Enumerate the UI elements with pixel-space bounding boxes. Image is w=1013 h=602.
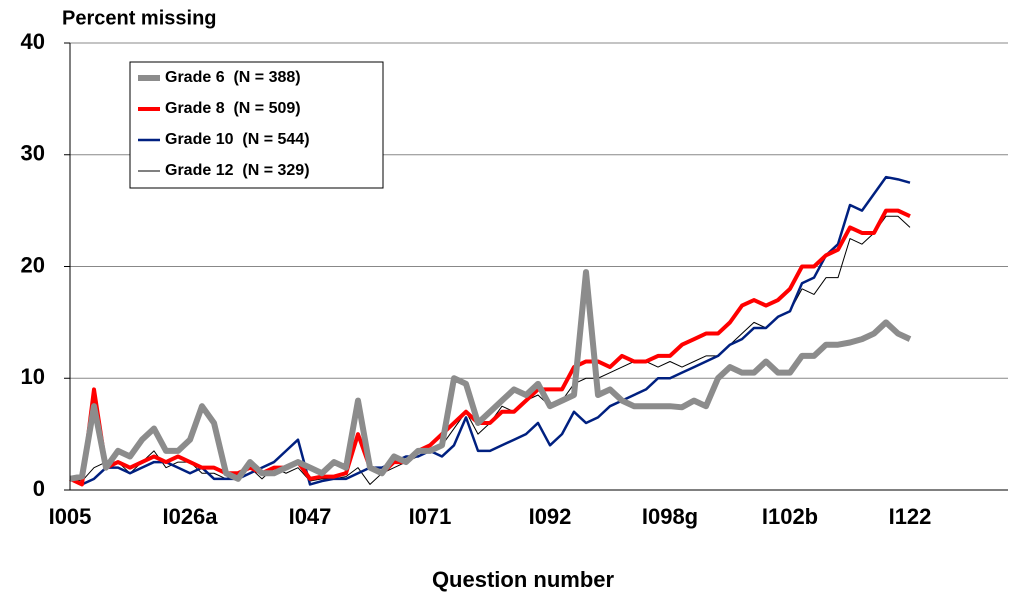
series-line <box>69 175 911 486</box>
y-tick-label: 10 <box>21 364 45 389</box>
x-tick-label: I026a <box>162 504 218 529</box>
y-tick-label: 30 <box>21 141 45 166</box>
x-axis-label: Question number <box>432 567 615 592</box>
x-tick-label: I102b <box>762 504 818 529</box>
legend-box <box>129 61 384 189</box>
y-tick-label: 40 <box>21 29 45 54</box>
legend-label: Grade 6 (N = 388) <box>165 69 301 86</box>
chart-title: Percent missing <box>62 7 217 29</box>
x-tick-label: I092 <box>529 504 572 529</box>
axes: 0 10 20 30 40 I005 I026a I047 I071 I092 I098g I102b… <box>21 29 1008 529</box>
legend-label: Grade 10 (N = 544) <box>165 131 310 148</box>
series-line <box>69 215 911 485</box>
series-line <box>69 269 912 482</box>
legend: Grade 6 (N = 388) Grade 8 (N = 509) Grade … <box>129 61 384 189</box>
x-tick-label: I098g <box>642 504 698 529</box>
legend-label: Grade 12 (N = 329) <box>165 162 310 179</box>
lines <box>69 175 912 487</box>
x-tick-label: I005 <box>49 504 92 529</box>
x-tick-label: I047 <box>289 504 332 529</box>
y-tick-label: 20 <box>21 252 45 277</box>
legend-label: Grade 8 (N = 509) <box>165 100 301 117</box>
series-line <box>69 208 911 487</box>
y-tick-label: 0 <box>33 476 45 501</box>
x-tick-label: I122 <box>889 504 932 529</box>
x-tick-label: I071 <box>409 504 452 529</box>
